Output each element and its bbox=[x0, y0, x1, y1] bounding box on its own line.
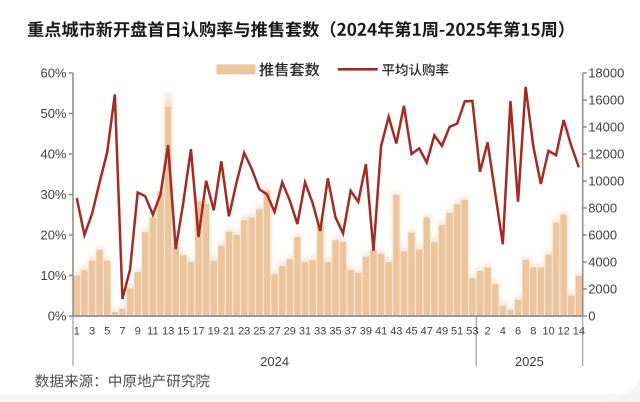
svg-text:6000: 6000 bbox=[588, 228, 617, 243]
svg-text:2024: 2024 bbox=[260, 354, 289, 369]
svg-text:7: 7 bbox=[119, 326, 125, 338]
svg-text:37: 37 bbox=[345, 326, 357, 338]
svg-text:1: 1 bbox=[74, 326, 80, 338]
svg-text:51: 51 bbox=[451, 326, 463, 338]
svg-text:47: 47 bbox=[421, 326, 433, 338]
svg-text:33: 33 bbox=[314, 326, 326, 338]
svg-text:49: 49 bbox=[436, 326, 448, 338]
svg-text:2025: 2025 bbox=[515, 354, 544, 369]
svg-text:3: 3 bbox=[89, 326, 95, 338]
svg-text:0: 0 bbox=[588, 309, 595, 324]
svg-text:4000: 4000 bbox=[588, 255, 617, 270]
svg-text:60%: 60% bbox=[40, 66, 66, 81]
svg-text:39: 39 bbox=[360, 326, 372, 338]
svg-text:27: 27 bbox=[268, 326, 280, 338]
svg-text:0%: 0% bbox=[48, 309, 67, 324]
svg-text:41: 41 bbox=[375, 326, 387, 338]
svg-text:16000: 16000 bbox=[588, 93, 624, 108]
svg-text:6: 6 bbox=[515, 326, 521, 338]
svg-text:10: 10 bbox=[542, 326, 554, 338]
svg-text:10%: 10% bbox=[40, 268, 66, 283]
svg-text:14000: 14000 bbox=[588, 120, 624, 135]
svg-text:50%: 50% bbox=[40, 106, 66, 121]
svg-text:18000: 18000 bbox=[588, 66, 624, 81]
svg-text:5: 5 bbox=[104, 326, 110, 338]
svg-text:15: 15 bbox=[177, 326, 189, 338]
svg-text:23: 23 bbox=[238, 326, 250, 338]
svg-text:43: 43 bbox=[390, 326, 402, 338]
svg-text:4: 4 bbox=[500, 326, 506, 338]
svg-text:12: 12 bbox=[558, 326, 570, 338]
svg-text:30%: 30% bbox=[40, 187, 66, 202]
svg-text:19: 19 bbox=[208, 326, 220, 338]
svg-text:14: 14 bbox=[573, 326, 585, 338]
svg-text:9: 9 bbox=[135, 326, 141, 338]
svg-text:21: 21 bbox=[223, 326, 235, 338]
svg-text:12000: 12000 bbox=[588, 147, 624, 162]
svg-text:53: 53 bbox=[466, 326, 478, 338]
svg-text:11: 11 bbox=[147, 326, 158, 338]
svg-text:13: 13 bbox=[162, 326, 174, 338]
svg-text:2: 2 bbox=[485, 326, 491, 338]
svg-text:35: 35 bbox=[329, 326, 341, 338]
svg-text:31: 31 bbox=[299, 326, 311, 338]
svg-text:2000: 2000 bbox=[588, 282, 617, 297]
svg-text:29: 29 bbox=[284, 326, 296, 338]
svg-text:40%: 40% bbox=[40, 147, 66, 162]
svg-text:8: 8 bbox=[530, 326, 536, 338]
svg-text:45: 45 bbox=[405, 326, 417, 338]
svg-text:17: 17 bbox=[192, 326, 204, 338]
svg-text:8000: 8000 bbox=[588, 201, 617, 216]
svg-text:25: 25 bbox=[253, 326, 265, 338]
svg-text:10000: 10000 bbox=[588, 174, 624, 189]
svg-text:20%: 20% bbox=[40, 228, 66, 243]
